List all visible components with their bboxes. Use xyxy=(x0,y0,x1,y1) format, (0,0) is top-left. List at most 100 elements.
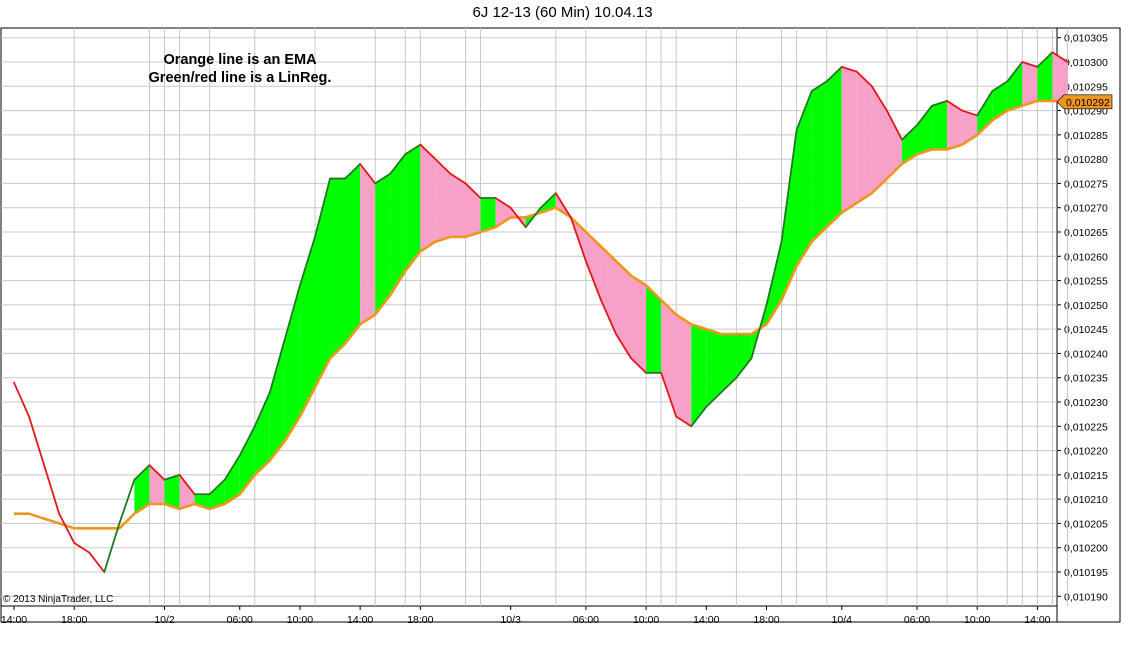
linreg-segment-up xyxy=(223,454,241,481)
linreg-segment-down xyxy=(73,541,91,554)
y-tick-label: 0,010280 xyxy=(1064,154,1108,166)
fill-up-segment xyxy=(405,144,421,271)
fill-down-segment xyxy=(661,300,677,417)
linreg-segment-down xyxy=(630,357,647,374)
linreg-segment-up xyxy=(705,391,723,408)
fill-down-segment xyxy=(450,173,466,237)
linreg-segment-down xyxy=(1021,61,1039,68)
linreg-segment-up xyxy=(283,284,301,340)
y-tick-label: 0,010220 xyxy=(1064,446,1108,458)
linreg-segment-up xyxy=(720,376,738,394)
y-tick-label: 0,010200 xyxy=(1064,543,1108,555)
linreg-segment-down xyxy=(554,192,572,219)
fill-down-segment xyxy=(947,100,963,150)
linreg-segment-up xyxy=(374,172,392,185)
fill-down-segment xyxy=(495,198,511,228)
x-tick-label: 10:00 xyxy=(633,614,659,626)
fill-up-segment xyxy=(164,474,180,509)
fill-up-segment xyxy=(269,338,285,461)
linreg-segment-down xyxy=(946,99,964,112)
linreg-segment-up xyxy=(103,522,121,573)
linreg-segment-up xyxy=(314,177,331,238)
linreg-segment-up xyxy=(1006,61,1024,83)
linreg-segment-down xyxy=(840,65,858,73)
fill-up-segment xyxy=(390,154,406,296)
fill-up-segment xyxy=(239,426,255,495)
linreg-segment-down xyxy=(509,206,527,229)
linreg-segment-up xyxy=(780,129,798,243)
outer-frame xyxy=(0,27,1121,623)
fill-down-segment xyxy=(149,465,165,504)
linreg-segment-down xyxy=(178,473,196,496)
current-price-marker xyxy=(1056,94,1113,110)
linreg-segment-down xyxy=(464,182,482,199)
linreg-segment-down xyxy=(58,512,76,544)
fill-down-segment xyxy=(600,246,616,334)
fill-up-segment xyxy=(826,66,842,228)
linreg-segment-up xyxy=(253,391,271,428)
y-tick-label: 0,010260 xyxy=(1064,251,1108,263)
linreg-segment-up xyxy=(916,104,933,127)
linreg-segment-down xyxy=(43,464,61,515)
fill-up-segment xyxy=(811,81,827,242)
linreg-segment-down xyxy=(359,163,377,185)
y-tick-label: 0,010240 xyxy=(1064,348,1108,360)
linreg-segment-down xyxy=(961,109,979,117)
linreg-segment-up xyxy=(825,65,843,83)
linreg-segment-up xyxy=(765,240,783,306)
fill-down-segment xyxy=(1052,52,1068,101)
linreg-segment-up xyxy=(690,405,708,428)
fill-up-segment xyxy=(315,178,331,388)
fill-up-segment xyxy=(646,285,662,373)
linreg-segment-up xyxy=(238,425,256,457)
y-tick-label: 0,010295 xyxy=(1064,81,1108,93)
fill-down-segment xyxy=(886,110,902,179)
x-tick-label: 06:00 xyxy=(573,614,599,626)
y-tick-label: 0,010305 xyxy=(1064,33,1108,45)
y-tick-label: 0,010195 xyxy=(1064,567,1108,579)
fill-up-segment xyxy=(480,198,496,232)
linreg-segment-down xyxy=(419,143,437,161)
fill-up-segment xyxy=(284,285,300,441)
annotation-text: Orange line is an EMA Green/red line is … xyxy=(120,51,360,87)
linreg-segment-down xyxy=(88,551,106,573)
x-tick-label: 06:00 xyxy=(904,614,930,626)
fill-up-segment xyxy=(254,392,270,475)
y-tick-label: 0,010250 xyxy=(1064,300,1108,312)
x-tick-label: 06:00 xyxy=(227,614,253,626)
linreg-segment-down xyxy=(148,464,166,481)
fill-down-segment xyxy=(585,232,601,300)
ema-line xyxy=(14,99,1068,530)
y-tick-label: 0,010215 xyxy=(1064,470,1108,482)
fill-down-segment xyxy=(1022,62,1038,106)
y-tick-label: 0,010205 xyxy=(1064,518,1108,530)
linreg-segment-up xyxy=(404,143,422,156)
y-tick-label: 0,010300 xyxy=(1064,57,1108,69)
fill-down-segment xyxy=(841,66,857,213)
fill-up-segment xyxy=(209,479,225,509)
fill-down-segment xyxy=(360,164,376,325)
chart-title: 6J 12-13 (60 Min) 10.04.13 xyxy=(472,4,653,21)
linreg-segment-up xyxy=(299,235,316,287)
linreg-segment-up xyxy=(524,206,542,229)
x-tick-label: 18:00 xyxy=(407,614,433,626)
annotation-line-linreg: Green/red line is a LinReg. xyxy=(148,70,332,86)
fill-down-segment xyxy=(676,314,692,427)
fill-up-segment xyxy=(781,130,797,300)
annotation-line-ema: Orange line is an EMA xyxy=(163,52,317,68)
x-tick-label: 14:00 xyxy=(693,614,719,626)
fill-up-segment xyxy=(901,125,917,164)
fill-up-segment xyxy=(992,81,1008,121)
fill-up-segment xyxy=(691,324,707,427)
linreg-segment-up xyxy=(750,303,768,360)
x-tick-label: 10/3 xyxy=(500,614,521,626)
x-tick-label: 10/2 xyxy=(154,614,175,626)
linreg-segment-down xyxy=(28,415,45,467)
y-tick-label: 0,010245 xyxy=(1064,324,1108,336)
fill-up-segment xyxy=(706,329,722,407)
x-tick-label: 18:00 xyxy=(753,614,779,626)
current-price-label: 0,010292 xyxy=(1066,97,1110,109)
fill-down-segment xyxy=(420,144,436,252)
